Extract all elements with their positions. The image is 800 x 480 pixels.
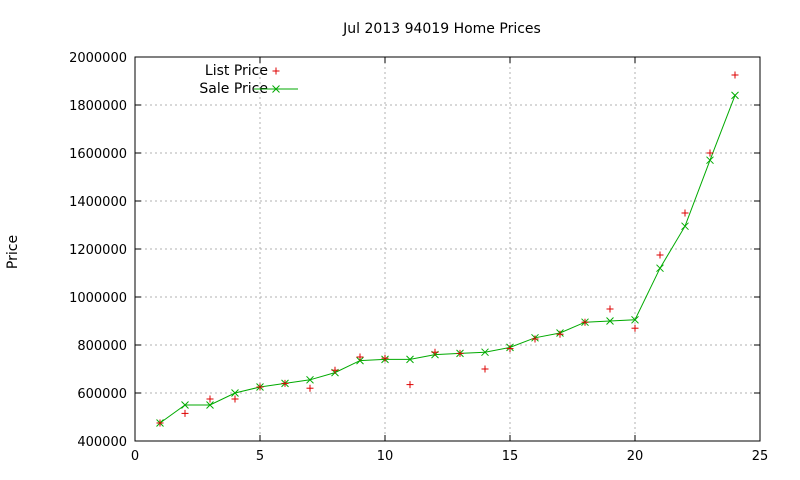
sale-price-point bbox=[656, 264, 664, 273]
series-layer bbox=[156, 71, 739, 427]
list-price-point bbox=[731, 71, 739, 79]
list-price-point bbox=[256, 383, 264, 391]
chart-title: Jul 2013 94019 Home Prices bbox=[342, 21, 541, 37]
list-price-point bbox=[231, 395, 239, 403]
y-tick-label: 1400000 bbox=[69, 195, 127, 210]
legend-marker-list-price bbox=[272, 67, 280, 75]
y-tick-label: 1800000 bbox=[69, 99, 127, 114]
sale-price-point bbox=[481, 348, 489, 357]
legend-label-list-price: List Price bbox=[205, 63, 268, 79]
list-price-point bbox=[406, 381, 414, 389]
sale-price-point bbox=[206, 401, 214, 409]
list-price-point bbox=[681, 209, 689, 217]
list-price-point bbox=[281, 379, 289, 387]
sale-price-point bbox=[731, 91, 739, 100]
tick-layer: 0 5 10 15 20 25 400000 600000 800000 1000000 12000… bbox=[69, 51, 768, 464]
list-price-point bbox=[356, 353, 364, 361]
x-tick-label: 5 bbox=[256, 449, 264, 464]
list-price-point bbox=[181, 409, 189, 417]
x-tick-label: 25 bbox=[752, 449, 769, 464]
x-tick-label: 10 bbox=[377, 449, 394, 464]
list-price-point bbox=[481, 365, 489, 373]
sale-price-point bbox=[631, 315, 639, 324]
list-price-point bbox=[456, 349, 464, 357]
y-tick-label: 1200000 bbox=[69, 243, 127, 258]
list-price-point bbox=[506, 345, 514, 353]
x-tick-label: 15 bbox=[502, 449, 519, 464]
sale-price-point bbox=[356, 356, 364, 365]
list-price-point bbox=[331, 366, 339, 374]
sale-price-point bbox=[181, 401, 189, 409]
sale-price-point bbox=[706, 156, 714, 165]
list-price-point bbox=[381, 354, 389, 362]
list-price-point bbox=[581, 318, 589, 326]
list-price-point bbox=[556, 330, 564, 338]
y-axis-label: Price bbox=[5, 235, 21, 269]
y-tick-label: 600000 bbox=[77, 387, 127, 402]
y-tick-label: 1600000 bbox=[69, 147, 127, 162]
list-price-point bbox=[306, 384, 314, 392]
sale-price-point bbox=[231, 389, 239, 397]
x-tick-label: 20 bbox=[627, 449, 644, 464]
sale-price-point bbox=[406, 355, 414, 364]
grid bbox=[135, 57, 760, 441]
list-price-point bbox=[156, 419, 164, 427]
legend: List Price Sale Price bbox=[199, 63, 298, 97]
sale-price-point bbox=[306, 375, 314, 384]
list-price-point bbox=[606, 305, 614, 313]
y-tick-label: 800000 bbox=[77, 339, 127, 354]
list-price-point bbox=[631, 324, 639, 332]
list-price-point bbox=[206, 395, 214, 403]
sale-price-point bbox=[606, 317, 614, 325]
y-tick-label: 1000000 bbox=[69, 291, 127, 306]
list-price-point bbox=[431, 348, 439, 356]
x-tick-label: 0 bbox=[131, 449, 139, 464]
y-tick-label: 2000000 bbox=[69, 51, 127, 66]
list-price-point bbox=[656, 251, 664, 259]
legend-marker-sale-price bbox=[272, 85, 280, 93]
list-price-point bbox=[531, 335, 539, 343]
y-tick-label: 400000 bbox=[77, 435, 127, 450]
legend-label-sale-price: Sale Price bbox=[199, 81, 268, 97]
sale-price-point bbox=[681, 222, 689, 231]
sale-price-line bbox=[159, 95, 736, 424]
list-price-point bbox=[706, 149, 714, 157]
